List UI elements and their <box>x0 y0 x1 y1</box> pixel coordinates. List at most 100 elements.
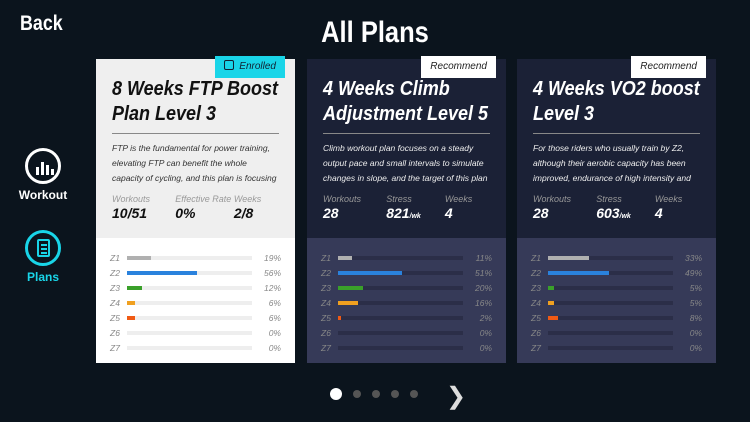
stat-label: Weeks <box>444 194 473 204</box>
zone-percent: 5% <box>689 282 702 293</box>
zone-row: Z1 11% <box>321 250 492 265</box>
zone-percent: 0% <box>268 327 281 338</box>
zone-bar-fill <box>127 315 135 320</box>
zone-bar-fill <box>338 300 359 305</box>
stat: Stress 603/wk <box>596 194 655 221</box>
stat-value: 2/8 <box>233 205 254 221</box>
sidebar-item-workout[interactable]: Workout <box>18 148 68 202</box>
stat-label: Stress <box>596 194 622 204</box>
stat-value: 28 <box>533 205 549 221</box>
zone-percent: 49% <box>684 267 702 278</box>
zone-percent: 20% <box>474 282 492 293</box>
zone-percent: 11% <box>475 252 492 263</box>
zone-row: Z5 2% <box>321 310 492 325</box>
stat-value: 28 <box>323 205 339 221</box>
zone-percent: 12% <box>263 282 281 293</box>
zone-percent: 0% <box>689 327 702 338</box>
stat: Weeks 2/8 <box>234 194 279 221</box>
stat-label: Effective Rate <box>175 194 232 204</box>
zone-bar-track <box>548 315 673 320</box>
zone-bar-track <box>127 315 252 320</box>
pagination <box>330 388 418 400</box>
zone-label: Z5 <box>531 312 541 323</box>
stat-value: 10/51 <box>112 205 148 221</box>
zone-bar-fill <box>338 270 402 275</box>
page-dot[interactable] <box>410 390 418 398</box>
zone-percent: 19% <box>263 252 281 263</box>
zone-bar-fill <box>548 285 555 290</box>
stat: Weeks 4 <box>445 194 490 221</box>
zone-bar-track <box>548 270 673 275</box>
badge-label: Recommend <box>430 61 487 72</box>
plan-card[interactable]: Enrolled 8 Weeks FTP Boost Plan Level 3 … <box>96 56 295 363</box>
stat-value: 0% <box>175 205 196 221</box>
plan-card[interactable]: Recommend 4 Weeks Climb Adjustment Level… <box>307 56 506 363</box>
zone-percent: 0% <box>479 327 492 338</box>
stat-label: Weeks <box>233 194 262 204</box>
zone-row: Z4 5% <box>531 295 702 310</box>
zone-bar-track <box>338 270 463 275</box>
zone-bar-track <box>548 255 673 260</box>
zone-row: Z4 16% <box>321 295 492 310</box>
zone-percent: 0% <box>268 342 281 353</box>
page-dot[interactable] <box>330 388 342 400</box>
stat-label: Workouts <box>323 194 362 204</box>
zone-bar-fill <box>548 300 555 305</box>
zone-bar-fill <box>548 270 610 275</box>
stat-label: Workouts <box>533 194 572 204</box>
zone-bar-track <box>127 345 252 350</box>
stat-label: Workouts <box>112 194 151 204</box>
sidebar-item-plans[interactable]: Plans <box>18 230 68 284</box>
zone-row: Z1 33% <box>531 250 702 265</box>
zone-label: Z3 <box>321 282 331 293</box>
zone-label: Z2 <box>321 267 331 278</box>
back-button[interactable]: Back <box>20 12 63 35</box>
zone-row: Z5 8% <box>531 310 702 325</box>
zone-row: Z6 0% <box>531 325 702 340</box>
stat: Workouts 10/51 <box>112 194 175 221</box>
zone-label: Z3 <box>110 282 120 293</box>
zone-percent: 56% <box>263 267 281 278</box>
plan-description: FTP is the fundamental for power trainin… <box>112 143 277 183</box>
zone-bar-fill <box>127 285 143 290</box>
plan-title: 8 Weeks FTP Boost Plan Level 3 <box>112 78 279 125</box>
zone-label: Z6 <box>531 327 541 338</box>
zone-bar-track <box>338 345 463 350</box>
zone-bar-fill <box>338 285 364 290</box>
page-dot[interactable] <box>391 390 399 398</box>
page-dot[interactable] <box>372 390 380 398</box>
zone-row: Z4 6% <box>110 295 281 310</box>
zone-bar-fill <box>127 255 151 260</box>
zone-bar-fill <box>127 270 197 275</box>
chevron-right-icon[interactable]: ❯ <box>446 383 467 410</box>
zone-bar-track <box>338 300 463 305</box>
zone-percent: 8% <box>689 312 702 323</box>
zone-bar-fill <box>338 315 341 320</box>
stat: Stress 821/wk <box>386 194 445 221</box>
zone-bar-track <box>127 270 252 275</box>
stat-value: 603 <box>596 205 620 221</box>
zone-bar-fill <box>548 255 590 260</box>
zone-label: Z5 <box>110 312 120 323</box>
zone-row: Z2 49% <box>531 265 702 280</box>
zone-percent: 0% <box>689 342 702 353</box>
zone-percent: 5% <box>689 297 702 308</box>
chart-gauge-icon <box>25 148 61 184</box>
zone-label: Z1 <box>321 252 331 263</box>
zone-bar-track <box>548 300 673 305</box>
zone-bar-fill <box>548 315 559 320</box>
badge-label: Enrolled <box>239 61 276 72</box>
zone-percent: 33% <box>684 252 702 263</box>
zone-row: Z2 56% <box>110 265 281 280</box>
sidebar-item-label: Workout <box>18 188 68 202</box>
page-title: All Plans <box>321 16 429 49</box>
divider <box>533 133 700 134</box>
zone-label: Z6 <box>321 327 331 338</box>
stat-value: 4 <box>444 205 453 221</box>
plan-card[interactable]: Recommend 4 Weeks VO2 boost Level 3 For … <box>517 56 716 363</box>
zone-bar-track <box>127 285 252 290</box>
zone-row: Z5 6% <box>110 310 281 325</box>
zone-row: Z1 19% <box>110 250 281 265</box>
page-dot[interactable] <box>353 390 361 398</box>
zone-percent: 2% <box>479 312 492 323</box>
